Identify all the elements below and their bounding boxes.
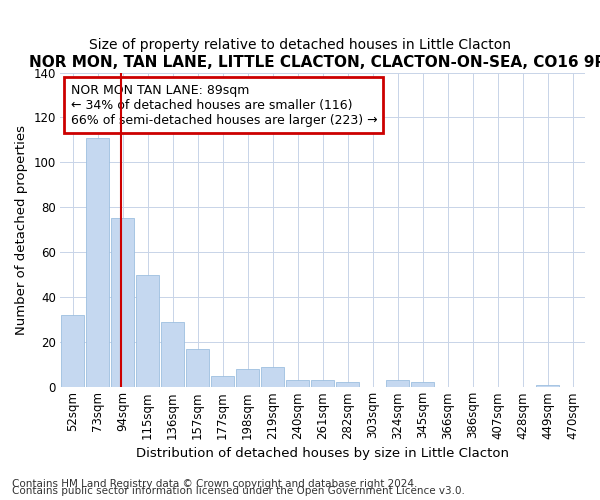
Text: Size of property relative to detached houses in Little Clacton: Size of property relative to detached ho…	[89, 38, 511, 52]
Bar	[536, 384, 559, 387]
Bar	[136, 274, 159, 387]
Bar	[336, 382, 359, 387]
X-axis label: Distribution of detached houses by size in Little Clacton: Distribution of detached houses by size …	[136, 447, 509, 460]
Text: Contains public sector information licensed under the Open Government Licence v3: Contains public sector information licen…	[12, 486, 465, 496]
Bar	[61, 315, 84, 387]
Bar	[386, 380, 409, 387]
Bar	[86, 138, 109, 387]
Bar	[187, 348, 209, 387]
Bar	[236, 369, 259, 387]
Bar	[411, 382, 434, 387]
Text: NOR MON TAN LANE: 89sqm
← 34% of detached houses are smaller (116)
66% of semi-d: NOR MON TAN LANE: 89sqm ← 34% of detache…	[71, 84, 377, 126]
Y-axis label: Number of detached properties: Number of detached properties	[15, 124, 28, 334]
Title: NOR MON, TAN LANE, LITTLE CLACTON, CLACTON-ON-SEA, CO16 9PS: NOR MON, TAN LANE, LITTLE CLACTON, CLACT…	[29, 55, 600, 70]
Text: Contains HM Land Registry data © Crown copyright and database right 2024.: Contains HM Land Registry data © Crown c…	[12, 479, 418, 489]
Bar	[161, 322, 184, 387]
Bar	[262, 366, 284, 387]
Bar	[112, 218, 134, 387]
Bar	[211, 376, 234, 387]
Bar	[286, 380, 309, 387]
Bar	[311, 380, 334, 387]
